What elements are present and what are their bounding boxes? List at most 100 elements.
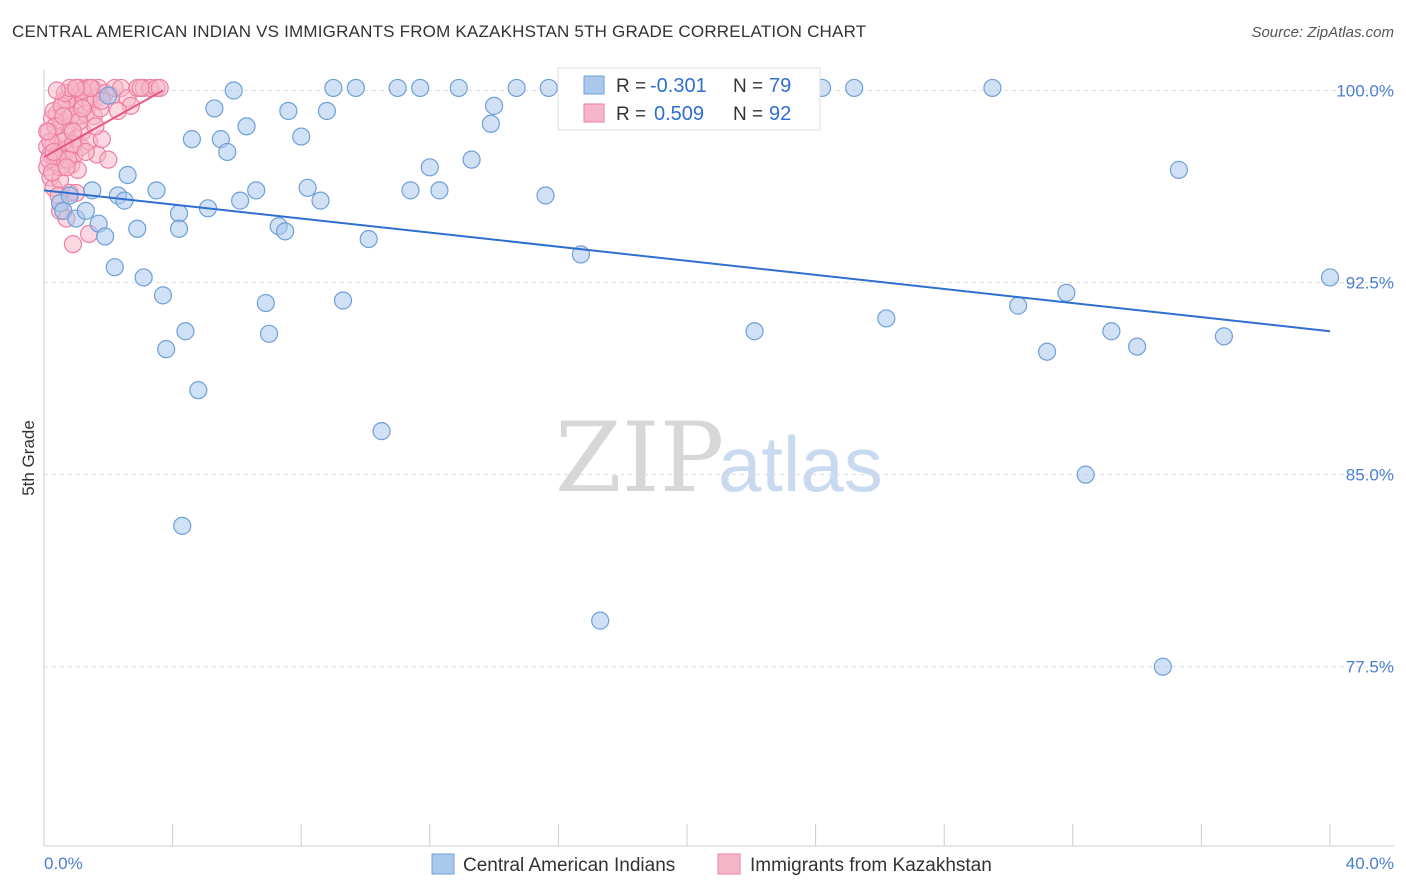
central-american-point-21: [173, 516, 192, 535]
central-american-point-16: [157, 340, 176, 359]
central-american-point-4: [76, 201, 95, 220]
central-american-point-19: [176, 322, 195, 341]
central-american-point-62: [877, 309, 896, 328]
central-american-point-26: [218, 142, 237, 162]
central-american-point-37: [311, 191, 330, 210]
central-american-point-43: [372, 422, 391, 441]
trend-line-central-american-indians: [43, 189, 1331, 333]
central-american-point-41: [346, 78, 365, 98]
legend-r-label-1: R =: [616, 76, 646, 97]
central-american-point-76: [485, 96, 504, 115]
central-american-point-75: [237, 117, 256, 136]
source-label: Source: ZipAtlas.com: [1251, 24, 1394, 41]
kazakhstan-point-85: [108, 101, 128, 121]
series-central-american-indians: [50, 78, 1340, 676]
x-tick-label-max: 40.0%: [1346, 854, 1394, 873]
kazakhstan-point-87: [47, 81, 66, 100]
central-american-point-42: [359, 229, 378, 249]
kazakhstan-point-88: [57, 158, 76, 177]
central-american-point-45: [401, 181, 420, 200]
central-american-point-8: [105, 258, 124, 277]
central-american-point-35: [292, 127, 311, 146]
central-american-point-52: [536, 186, 555, 205]
x-axis-tick-marks: [43, 824, 1331, 846]
central-american-point-53: [539, 78, 558, 98]
central-american-point-72: [1214, 327, 1234, 346]
stats-legend: R = -0.301 N = 79 R = 0.509 N = 92: [557, 67, 821, 131]
central-american-point-30: [256, 293, 275, 313]
kazakhstan-point-48: [99, 150, 118, 169]
central-american-point-44: [388, 78, 407, 98]
central-american-point-65: [1037, 342, 1057, 361]
central-american-point-71: [1169, 160, 1188, 179]
central-american-point-74: [99, 86, 118, 105]
legend-swatch-pink: [583, 103, 605, 123]
central-american-point-59: [745, 322, 764, 341]
central-american-point-69: [1127, 337, 1147, 356]
legend-n-label-1: N =: [733, 76, 763, 97]
central-american-point-28: [231, 191, 250, 210]
legend-swatch-blue: [583, 75, 605, 95]
central-american-point-11: [118, 165, 137, 185]
central-american-point-38: [317, 101, 337, 121]
y-tick-label-1: 92.5%: [1346, 274, 1394, 293]
central-american-point-64: [1009, 296, 1028, 315]
chart-title: CENTRAL AMERICAN INDIAN VS IMMIGRANTS FR…: [12, 22, 867, 41]
y-tick-label-3: 77.5%: [1346, 658, 1394, 677]
central-american-point-61: [845, 78, 864, 98]
series-legend: Central American Indians Immigrants from…: [431, 853, 992, 876]
legend-swatch-immigrants-from-kazakhstan: [717, 853, 741, 875]
central-american-point-17: [169, 204, 189, 223]
kazakhstan-point-84: [73, 99, 92, 118]
central-american-point-2: [60, 186, 79, 205]
legend-n-value-2: 92: [769, 103, 791, 125]
central-american-point-24: [205, 99, 224, 118]
central-american-point-34: [279, 101, 298, 121]
central-american-point-49: [462, 150, 481, 169]
central-american-point-47: [430, 181, 449, 200]
central-american-point-55: [591, 611, 610, 630]
legend-label-immigrants-from-kazakhstan: Immigrants from Kazakhstan: [750, 855, 992, 876]
y-axis-tick-labels: 100.0% 92.5% 85.0% 77.5%: [1336, 81, 1394, 676]
trend-line-immigrants-from-kazakhstan: [43, 89, 164, 158]
central-american-point-70: [1153, 657, 1172, 676]
central-american-point-68: [1102, 322, 1121, 341]
kazakhstan-point-58: [150, 78, 169, 98]
central-american-point-29: [247, 181, 266, 200]
legend-n-label-2: N =: [733, 104, 763, 125]
central-american-point-15: [153, 286, 173, 305]
central-american-point-51: [507, 78, 526, 98]
central-american-point-63: [983, 78, 1002, 98]
legend-label-central-american-indians: Central American Indians: [463, 855, 675, 876]
legend-n-value-1: 79: [769, 75, 791, 97]
central-american-point-27: [224, 81, 243, 100]
x-tick-label-min: 0.0%: [44, 854, 83, 873]
central-american-point-13: [134, 268, 153, 287]
kazakhstan-point-86: [38, 122, 57, 141]
y-tick-label-2: 85.0%: [1346, 466, 1394, 485]
central-american-point-46: [411, 78, 430, 98]
central-american-point-12: [128, 219, 147, 238]
central-american-point-14: [147, 181, 166, 200]
grid-lines: [44, 89, 1394, 668]
kazakhstan-point-82: [54, 106, 73, 126]
watermark-atlas: atlas: [718, 420, 883, 508]
central-american-point-7: [95, 227, 115, 246]
legend-r-value-2: 0.509: [654, 103, 704, 125]
y-tick-label-0: 100.0%: [1336, 81, 1394, 100]
legend-r-value-1: -0.301: [650, 75, 707, 97]
central-american-point-73: [1320, 268, 1340, 287]
watermark: ZIP atlas: [555, 402, 883, 514]
watermark-zip: ZIP: [555, 402, 724, 514]
central-american-point-50: [481, 114, 500, 133]
central-american-point-18: [169, 219, 189, 238]
kazakhstan-point-91: [131, 78, 150, 98]
kazakhstan-point-75: [76, 142, 95, 162]
central-american-point-36: [298, 178, 317, 197]
central-american-point-39: [324, 78, 343, 98]
y-axis-label: 5th Grade: [19, 420, 38, 496]
kazakhstan-point-89: [67, 78, 86, 98]
central-american-point-66: [1057, 283, 1076, 302]
central-american-point-78: [420, 158, 439, 177]
